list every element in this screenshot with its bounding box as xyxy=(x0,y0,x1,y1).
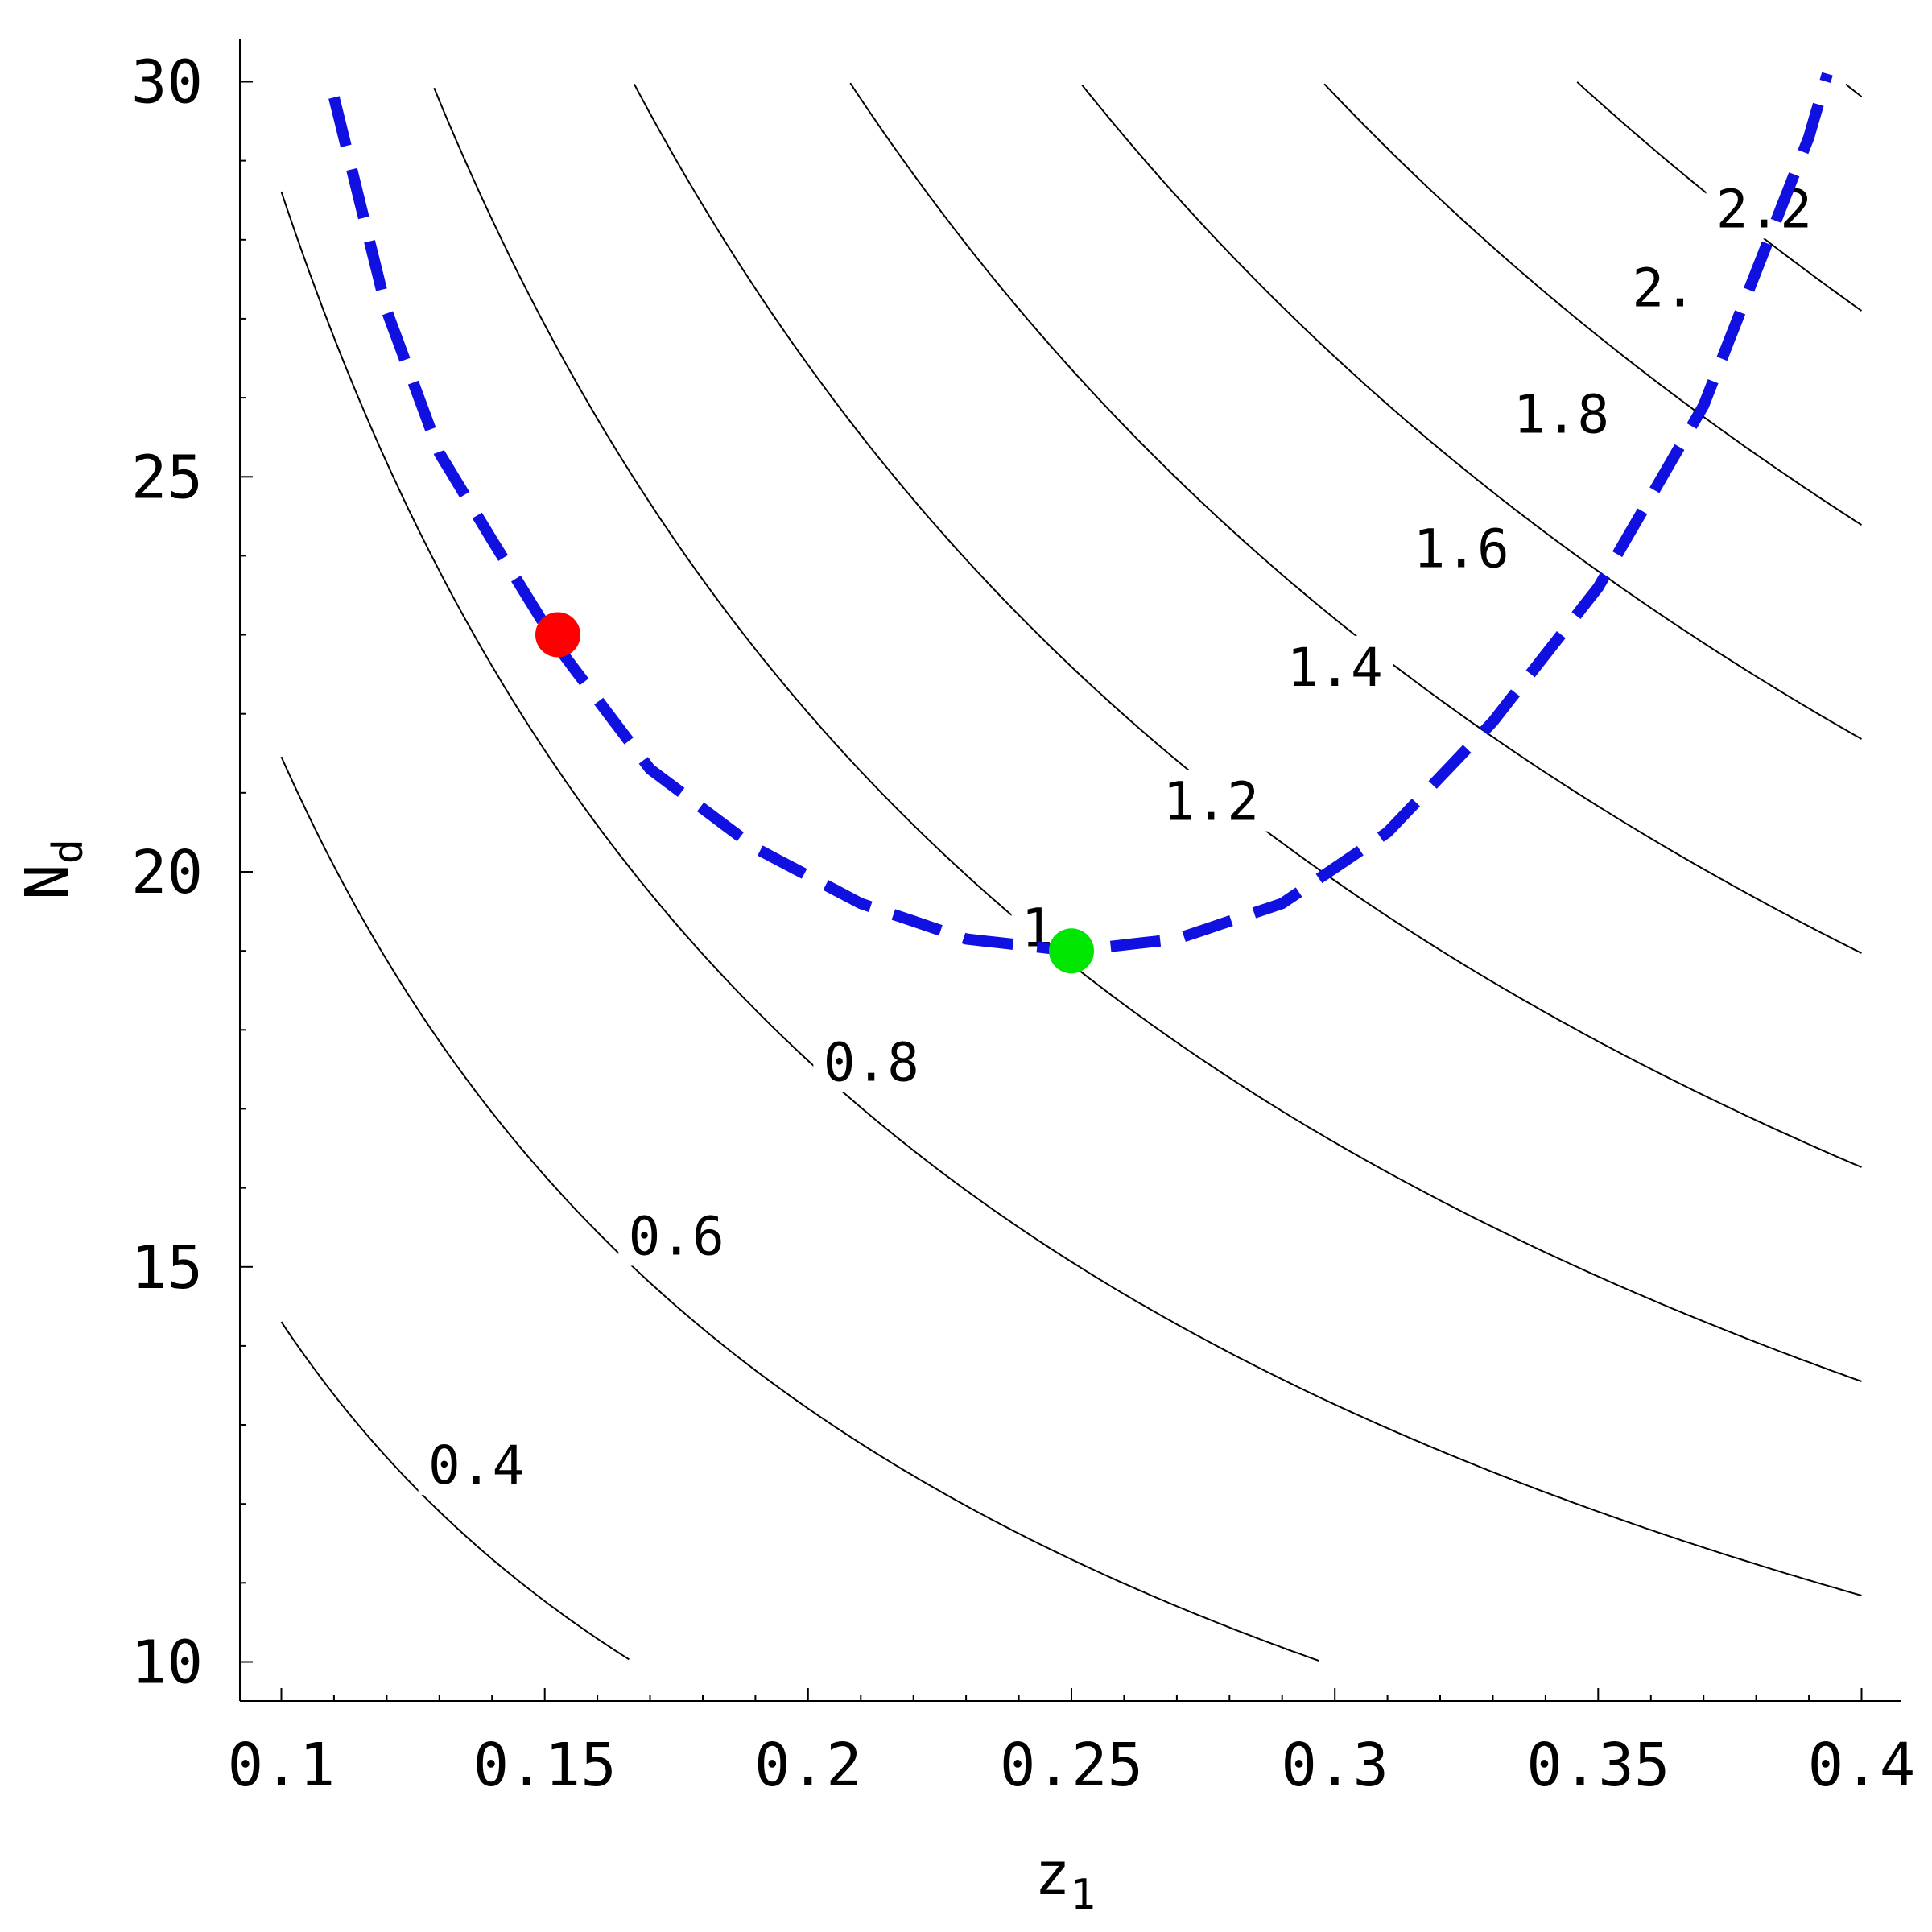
x-tick-label: 0.2 xyxy=(754,1731,862,1800)
contour-line-1-8 xyxy=(1323,83,1863,526)
y-tick-label: 15 xyxy=(131,1233,203,1302)
x-tick-label: 0.25 xyxy=(1000,1731,1143,1800)
contour-label-bg xyxy=(1153,770,1269,832)
dashed-series-line xyxy=(328,72,1833,957)
red-marker-point xyxy=(535,612,580,658)
contour-label: 1.8 xyxy=(1513,384,1609,446)
y-tick-label: 25 xyxy=(131,443,203,512)
contour-label: 0.4 xyxy=(428,1435,524,1496)
contour-label-bg xyxy=(1503,382,1620,444)
contour-label: 0.8 xyxy=(824,1032,919,1094)
y-axis-title: Nd xyxy=(13,839,93,900)
axis-ticks xyxy=(240,80,1863,1701)
x-tick-label: 0.3 xyxy=(1281,1731,1389,1800)
contour-line-0-8 xyxy=(280,191,1862,1596)
contour-label-bg xyxy=(1403,517,1520,579)
contour-line-1-6 xyxy=(1081,84,1862,740)
green-marker-point xyxy=(1049,928,1094,974)
contour-line-1-4 xyxy=(849,82,1862,954)
contour-label: 2.2 xyxy=(1716,179,1812,241)
tick-labels: 0.1 0.15 0.2 0.25 0.3 0.35 0.4 10 15 20 25 30 xyxy=(131,48,1915,1801)
contour-lines xyxy=(280,81,1863,1662)
contour-line-0-6 xyxy=(280,756,1319,1662)
marker-layer xyxy=(535,612,1094,974)
contour-label: 1.4 xyxy=(1287,637,1383,699)
contour-labels: 0.40.60.811.21.41.61.82.2.2 xyxy=(418,177,1823,1496)
y-tick-label: 20 xyxy=(131,838,203,907)
x-tick-label: 0.1 xyxy=(228,1731,336,1800)
contour-label-bg xyxy=(1706,177,1823,239)
contour-label: 2. xyxy=(1632,258,1695,320)
contour-label-bg xyxy=(418,1434,535,1496)
contour-label-bg xyxy=(813,1030,930,1092)
x-tick-label: 0.15 xyxy=(473,1731,617,1800)
y-tick-label: 30 xyxy=(131,48,203,118)
contour-label: 1.6 xyxy=(1414,518,1509,580)
contour-label-bg xyxy=(1622,256,1707,318)
x-tick-label: 0.35 xyxy=(1526,1731,1670,1800)
x-axis-title: z1 xyxy=(1034,1839,1096,1919)
contour-line-0-4 xyxy=(280,1321,630,1661)
contour-line-1 xyxy=(433,87,1862,1382)
contour-label-bg xyxy=(1277,635,1393,697)
y-tick-label: 10 xyxy=(131,1629,203,1698)
contour-line-2-2 xyxy=(1845,83,1863,97)
contour-label: 1.2 xyxy=(1163,771,1259,833)
contour-label: 0.6 xyxy=(629,1206,724,1268)
contour-label-bg xyxy=(618,1204,735,1266)
series-layer xyxy=(328,72,1833,957)
x-tick-label: 0.4 xyxy=(1808,1731,1916,1800)
